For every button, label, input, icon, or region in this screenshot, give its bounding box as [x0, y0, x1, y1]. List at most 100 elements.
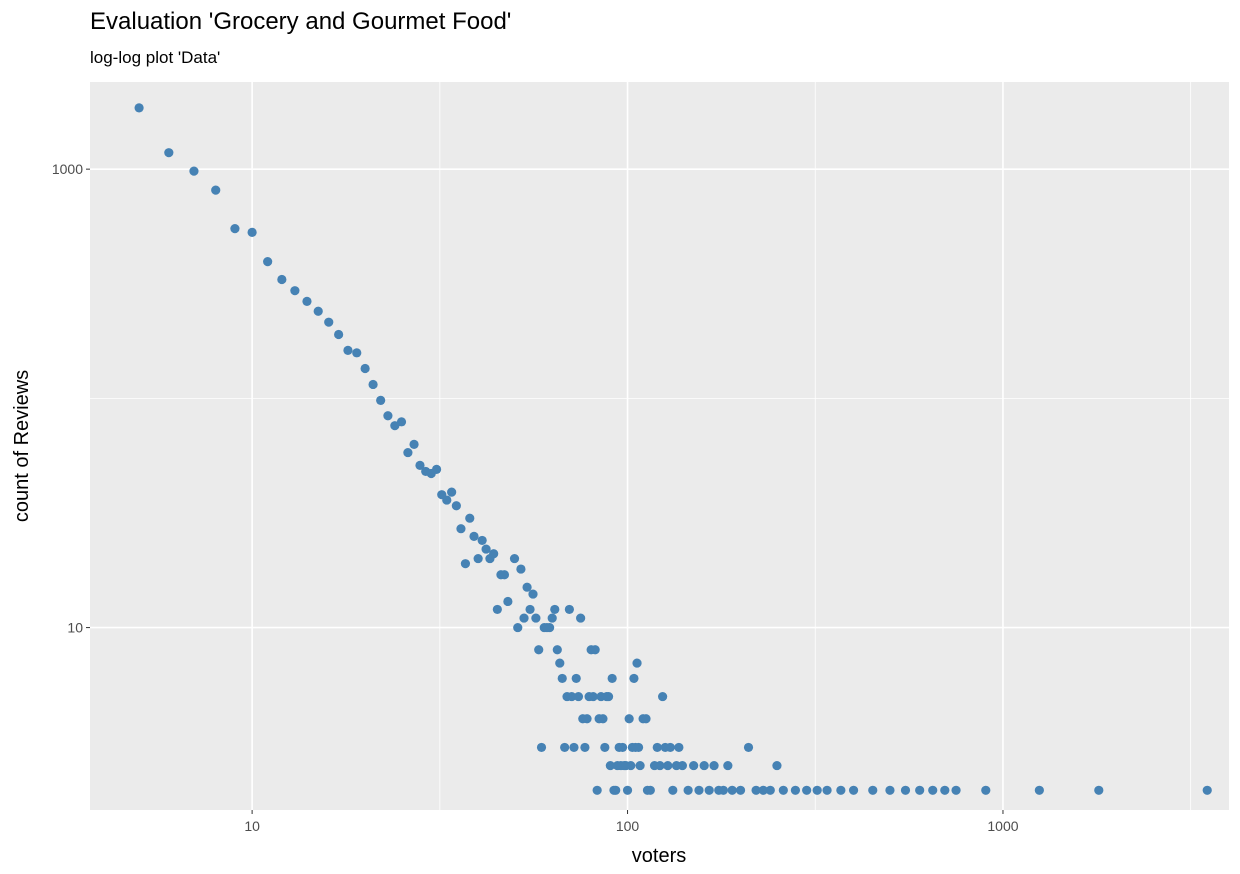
data-point [519, 613, 529, 623]
data-point [376, 395, 386, 405]
data-point [603, 691, 614, 702]
chart-title: Evaluation 'Grocery and Gourmet Food' [90, 8, 512, 35]
axis-ticks: 10 100 1000 10 1000 [52, 161, 1019, 834]
y-tick-label: 10 [67, 620, 83, 636]
data-point [751, 785, 761, 795]
data-point [525, 604, 535, 615]
data-point [516, 564, 526, 574]
data-point [396, 417, 407, 427]
data-point [598, 714, 608, 724]
data-point [550, 604, 560, 615]
data-point [772, 760, 782, 771]
data-point [465, 513, 475, 523]
data-point [683, 785, 693, 795]
data-point [555, 658, 565, 668]
data-point [509, 553, 520, 564]
data-point [633, 742, 644, 753]
data-point [848, 785, 859, 795]
data-point [1094, 785, 1104, 795]
data-point [534, 645, 544, 655]
data-point [552, 645, 562, 655]
data-point [626, 760, 636, 771]
data-point [622, 785, 633, 795]
data-point [403, 447, 413, 458]
data-point [600, 742, 610, 753]
data-point [576, 613, 586, 623]
data-point [652, 742, 662, 753]
data-point [580, 742, 590, 753]
grid-lines [90, 82, 1229, 810]
data-point [928, 785, 938, 795]
data-point [415, 460, 425, 470]
data-point [522, 582, 532, 592]
data-point [390, 421, 400, 431]
data-point [263, 257, 273, 267]
data-point [694, 785, 704, 795]
data-point [313, 306, 323, 316]
data-point [592, 785, 602, 795]
data-point [665, 742, 675, 753]
data-point [663, 760, 673, 771]
data-point [442, 495, 452, 505]
data-point [668, 785, 678, 795]
data-point [134, 103, 144, 113]
data-point [981, 785, 991, 795]
data-point [629, 673, 639, 684]
data-point [704, 785, 714, 795]
data-point [499, 570, 510, 580]
y-axis-title: count of Reviews [11, 370, 33, 522]
data-point [334, 329, 344, 340]
x-tick-label: 10 [244, 818, 260, 834]
data-point [743, 742, 754, 753]
data-point [812, 785, 822, 795]
data-point [456, 524, 466, 534]
x-axis-title: voters [632, 845, 686, 867]
data-point [368, 379, 378, 390]
data-point [536, 742, 547, 753]
data-point [451, 501, 461, 511]
x-tick-label: 1000 [987, 818, 1018, 834]
data-point [360, 363, 370, 374]
data-point [699, 760, 709, 771]
data-point [658, 691, 668, 702]
plot-panel [90, 82, 1229, 810]
data-point [460, 559, 471, 569]
data-point [352, 348, 362, 358]
data-point [547, 613, 557, 623]
data-point [624, 714, 634, 724]
data-point [727, 785, 737, 795]
data-point [513, 622, 523, 633]
data-point [617, 742, 628, 753]
data-point [635, 760, 645, 771]
data-point [431, 464, 442, 474]
data-point [409, 439, 419, 449]
data-point [277, 274, 287, 285]
data-point [503, 596, 513, 607]
data-point [778, 785, 788, 795]
data-point [611, 785, 621, 795]
data-point [718, 785, 728, 795]
data-point [607, 673, 617, 684]
data-point [230, 224, 240, 234]
data-point [164, 148, 174, 158]
data-point [951, 785, 961, 795]
data-point [477, 535, 487, 546]
data-point [915, 785, 925, 795]
data-point [582, 714, 592, 724]
data-points [134, 103, 1212, 795]
data-point [324, 317, 334, 327]
data-point [868, 785, 878, 795]
data-point [302, 296, 312, 306]
data-point [900, 785, 911, 795]
data-point [383, 411, 393, 421]
data-point [211, 185, 221, 195]
data-point [645, 785, 655, 795]
data-point [940, 785, 950, 795]
data-point [836, 785, 846, 795]
data-point [758, 785, 768, 795]
data-point [557, 673, 567, 684]
data-point [1202, 785, 1212, 795]
data-point [567, 691, 577, 702]
data-point [189, 166, 199, 176]
data-point [489, 549, 499, 559]
